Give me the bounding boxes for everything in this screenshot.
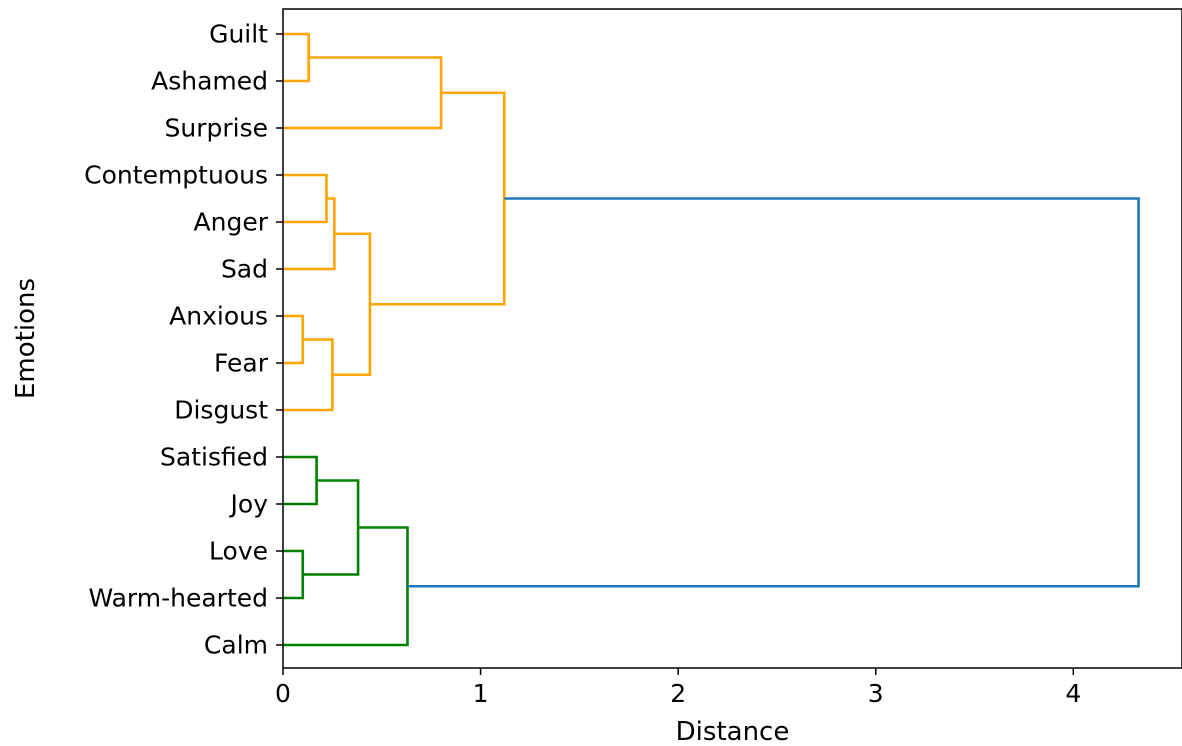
dendrogram-link-3: [283, 197, 336, 271]
x-tick-label: 2: [670, 679, 686, 708]
leaf-label-joy: Joy: [229, 490, 269, 519]
y-axis-label: Emotions: [11, 278, 41, 399]
leaf-label-disgust: Disgust: [174, 396, 268, 425]
x-tick-label: 4: [1065, 679, 1081, 708]
leaf-label-sad: Sad: [221, 255, 268, 284]
dendrogram-link-9: [283, 549, 305, 600]
dendrogram-link-7: [369, 91, 506, 306]
leaf-label-anxious: Anxious: [169, 302, 268, 331]
leaf-label-fear: Fear: [214, 349, 269, 378]
leaf-label-contemptuous: Contemptuous: [84, 161, 268, 190]
x-tick-label: 3: [868, 679, 884, 708]
leaf-label-satisfied: Satisfied: [160, 443, 268, 472]
dendrogram-link-0: [283, 32, 310, 83]
plot-frame: [282, 8, 1182, 669]
dendrogram-link-6: [332, 232, 372, 377]
y-ticks: Guilt Ashamed Surprise Contemptuous Anger Sad…: [84, 20, 283, 660]
x-ticks: 0 1 2 3 4: [275, 668, 1081, 708]
dendrogram-link-4: [283, 314, 305, 365]
dendrogram-link-2: [283, 173, 328, 224]
leaf-label-love: Love: [209, 537, 268, 566]
dendrogram-link-5: [283, 338, 334, 412]
x-axis-label: Distance: [676, 717, 790, 746]
leaf-label-guilt: Guilt: [209, 20, 268, 49]
leaf-label-surprise: Surprise: [165, 114, 269, 143]
dendrogram-links: [283, 32, 1140, 647]
dendrogram-link-10: [302, 479, 360, 576]
dendrogram-link-8: [283, 455, 318, 506]
leaf-label-warm-hearted: Warm-hearted: [88, 584, 268, 613]
x-tick-label: 0: [275, 679, 291, 708]
axes: [282, 8, 1182, 669]
leaf-label-calm: Calm: [204, 631, 268, 660]
x-tick-label: 1: [473, 679, 489, 708]
leaf-label-ashamed: Ashamed: [151, 67, 268, 96]
leaf-label-anger: Anger: [194, 208, 269, 237]
dendrogram-link-12: [407, 197, 1140, 588]
dendrogram-link-1: [283, 56, 443, 130]
